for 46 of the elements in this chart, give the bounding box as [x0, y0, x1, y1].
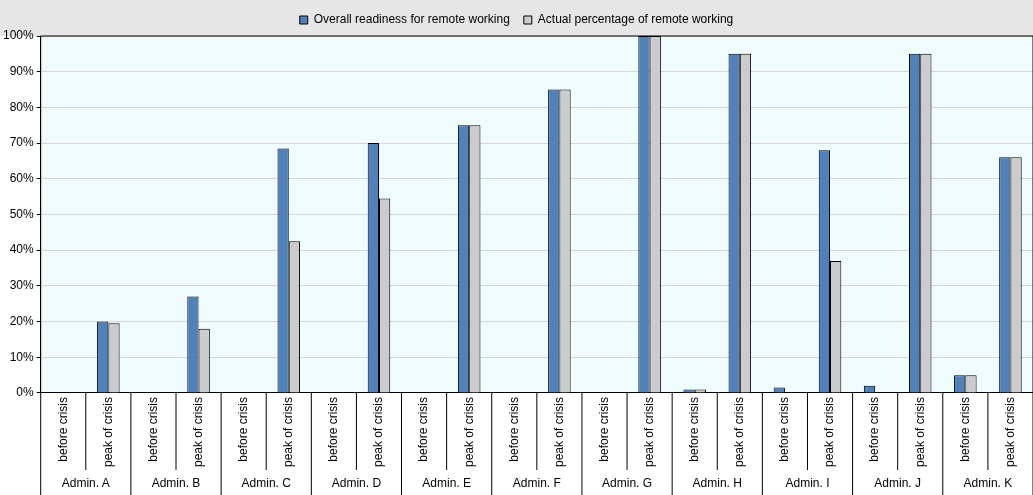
x-tick-label: before crisis [687, 396, 702, 462]
x-tick-label: before crisis [867, 396, 882, 462]
x-tick-label: peak of crisis [822, 396, 837, 468]
x-tick-label: before crisis [55, 396, 70, 462]
legend-label: Actual percentage of remote working [537, 12, 734, 27]
text: Admin. F [512, 476, 561, 491]
text: Admin. E [422, 476, 471, 491]
text: Admin. I [785, 476, 830, 491]
x-tick-label: peak of crisis [371, 396, 386, 468]
x-tick-label: peak of crisis [190, 396, 205, 468]
y-tick-label: 70% [9, 135, 35, 150]
y-tick-label: 20% [9, 313, 35, 328]
x-tick-label: peak of crisis [100, 396, 115, 468]
x-tick-label: peak of crisis [281, 396, 296, 468]
text: Admin. B [151, 476, 201, 491]
y-tick-label: 30% [9, 278, 35, 293]
legend-label: Overall readiness for remote working [313, 12, 510, 27]
x-tick-label: before crisis [145, 396, 160, 462]
y-tick-label: 60% [9, 171, 35, 186]
x-tick-label: peak of crisis [461, 396, 476, 468]
y-tick-label: 10% [9, 349, 35, 364]
text: Admin. A [61, 476, 110, 491]
x-tick-label: peak of crisis [732, 396, 747, 468]
x-tick-label: peak of crisis [1002, 396, 1017, 468]
text: Admin. C [241, 476, 292, 491]
y-tick-label: 0% [16, 385, 35, 400]
y-tick-label: 100% [2, 28, 35, 43]
x-tick-label: peak of crisis [551, 396, 566, 468]
text: Admin. K [963, 476, 1013, 491]
x-tick-label: before crisis [506, 396, 521, 462]
y-tick-label: 90% [9, 64, 35, 79]
y-tick-label: 80% [9, 99, 35, 114]
x-tick-label: before crisis [596, 396, 611, 462]
y-tick-label: 50% [9, 206, 35, 221]
text: Admin. G [602, 476, 653, 491]
x-tick-label: before crisis [326, 396, 341, 462]
text: Admin. D [331, 476, 382, 491]
x-tick-label: before crisis [235, 396, 250, 462]
x-tick-label: before crisis [777, 396, 792, 462]
x-tick-label: peak of crisis [641, 396, 656, 468]
text: Admin. H [692, 476, 742, 491]
x-tick-label: peak of crisis [912, 396, 927, 468]
text: Admin. J [874, 476, 922, 491]
x-tick-label: before crisis [416, 396, 431, 462]
x-tick-label: before crisis [957, 396, 972, 462]
y-tick-label: 40% [9, 242, 35, 257]
